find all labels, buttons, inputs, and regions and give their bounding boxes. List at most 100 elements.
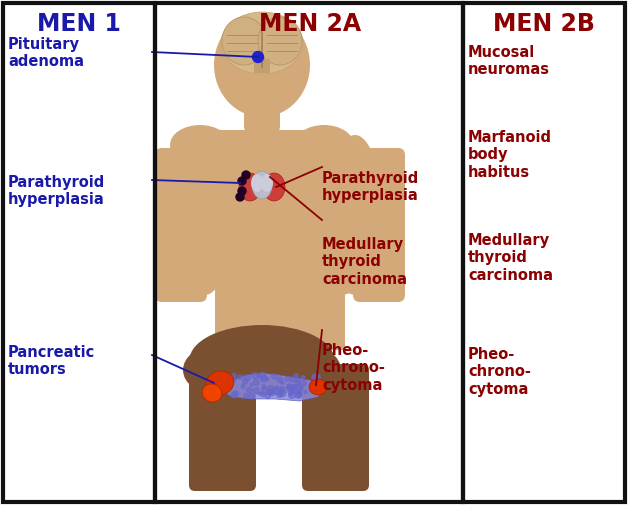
Text: MEN 2B: MEN 2B xyxy=(493,12,595,36)
Circle shape xyxy=(261,376,267,382)
Circle shape xyxy=(291,385,296,389)
Circle shape xyxy=(268,390,272,394)
Ellipse shape xyxy=(222,17,266,65)
Polygon shape xyxy=(168,135,385,300)
Circle shape xyxy=(238,375,242,380)
Circle shape xyxy=(252,373,258,379)
Circle shape xyxy=(295,384,302,390)
Circle shape xyxy=(244,375,250,381)
Circle shape xyxy=(265,377,269,381)
Circle shape xyxy=(252,52,264,63)
FancyBboxPatch shape xyxy=(302,364,369,491)
Circle shape xyxy=(299,386,303,390)
Ellipse shape xyxy=(202,384,222,402)
Circle shape xyxy=(236,193,244,201)
Text: Pheo-
chrono-
cytoma: Pheo- chrono- cytoma xyxy=(468,347,531,397)
Bar xyxy=(463,3,625,502)
Ellipse shape xyxy=(170,125,230,165)
Bar xyxy=(220,130,340,305)
Circle shape xyxy=(253,388,259,393)
Ellipse shape xyxy=(271,345,341,395)
Circle shape xyxy=(287,384,292,389)
Bar xyxy=(254,59,270,73)
Circle shape xyxy=(315,374,320,380)
Circle shape xyxy=(312,374,318,380)
Circle shape xyxy=(271,374,277,379)
Circle shape xyxy=(279,389,281,392)
Text: Marfanoid
body
habitus: Marfanoid body habitus xyxy=(468,130,552,180)
Circle shape xyxy=(262,388,268,393)
Circle shape xyxy=(261,393,265,397)
Circle shape xyxy=(304,390,307,393)
Ellipse shape xyxy=(178,135,232,295)
Circle shape xyxy=(250,383,253,386)
Text: Medullary
thyroid
carcinoma: Medullary thyroid carcinoma xyxy=(468,233,553,283)
Circle shape xyxy=(233,391,239,396)
Bar xyxy=(463,3,625,502)
Ellipse shape xyxy=(221,12,303,74)
Polygon shape xyxy=(225,373,325,401)
Circle shape xyxy=(277,392,283,397)
Ellipse shape xyxy=(190,325,335,395)
Ellipse shape xyxy=(239,173,261,201)
Circle shape xyxy=(291,385,296,390)
Circle shape xyxy=(230,377,236,382)
Circle shape xyxy=(232,373,236,378)
Text: Pheo-
chrono-
cytoma: Pheo- chrono- cytoma xyxy=(322,343,385,393)
Circle shape xyxy=(279,387,284,392)
Circle shape xyxy=(242,379,247,384)
Circle shape xyxy=(257,374,261,378)
Circle shape xyxy=(262,385,266,388)
Circle shape xyxy=(259,392,262,395)
Circle shape xyxy=(289,387,295,393)
Bar xyxy=(155,3,463,502)
Bar xyxy=(3,3,155,502)
Circle shape xyxy=(253,380,259,385)
Bar xyxy=(155,3,463,502)
Circle shape xyxy=(275,386,278,389)
Circle shape xyxy=(288,391,295,398)
Circle shape xyxy=(244,393,249,398)
Circle shape xyxy=(295,391,301,398)
Ellipse shape xyxy=(294,125,354,165)
Circle shape xyxy=(268,385,274,392)
Circle shape xyxy=(271,389,275,393)
Circle shape xyxy=(294,374,298,378)
Text: Parathyroid
hyperplasia: Parathyroid hyperplasia xyxy=(8,175,106,208)
Circle shape xyxy=(289,392,293,396)
FancyBboxPatch shape xyxy=(244,71,280,131)
Circle shape xyxy=(301,376,305,379)
Circle shape xyxy=(281,381,284,384)
Circle shape xyxy=(242,171,250,179)
Ellipse shape xyxy=(263,173,285,201)
Circle shape xyxy=(296,390,301,395)
Circle shape xyxy=(296,378,299,381)
Ellipse shape xyxy=(261,174,273,192)
Circle shape xyxy=(286,384,293,390)
Ellipse shape xyxy=(251,174,263,192)
Ellipse shape xyxy=(258,17,302,65)
FancyBboxPatch shape xyxy=(353,148,405,302)
Circle shape xyxy=(295,380,300,386)
Text: Pituitary
adenoma: Pituitary adenoma xyxy=(8,37,84,69)
Circle shape xyxy=(269,391,274,396)
Circle shape xyxy=(279,392,283,395)
Bar xyxy=(3,3,155,502)
Circle shape xyxy=(265,393,270,398)
Ellipse shape xyxy=(252,171,272,199)
Circle shape xyxy=(300,380,306,386)
Circle shape xyxy=(249,393,254,399)
Circle shape xyxy=(231,392,237,398)
Circle shape xyxy=(279,390,286,396)
Circle shape xyxy=(273,388,279,395)
Text: MEN 1: MEN 1 xyxy=(37,12,121,36)
Ellipse shape xyxy=(206,371,234,395)
Circle shape xyxy=(247,388,252,393)
Circle shape xyxy=(238,187,246,195)
Circle shape xyxy=(259,372,266,379)
Circle shape xyxy=(238,177,246,185)
Bar xyxy=(215,290,345,350)
Circle shape xyxy=(277,377,283,383)
Circle shape xyxy=(241,385,245,388)
Circle shape xyxy=(290,377,295,382)
